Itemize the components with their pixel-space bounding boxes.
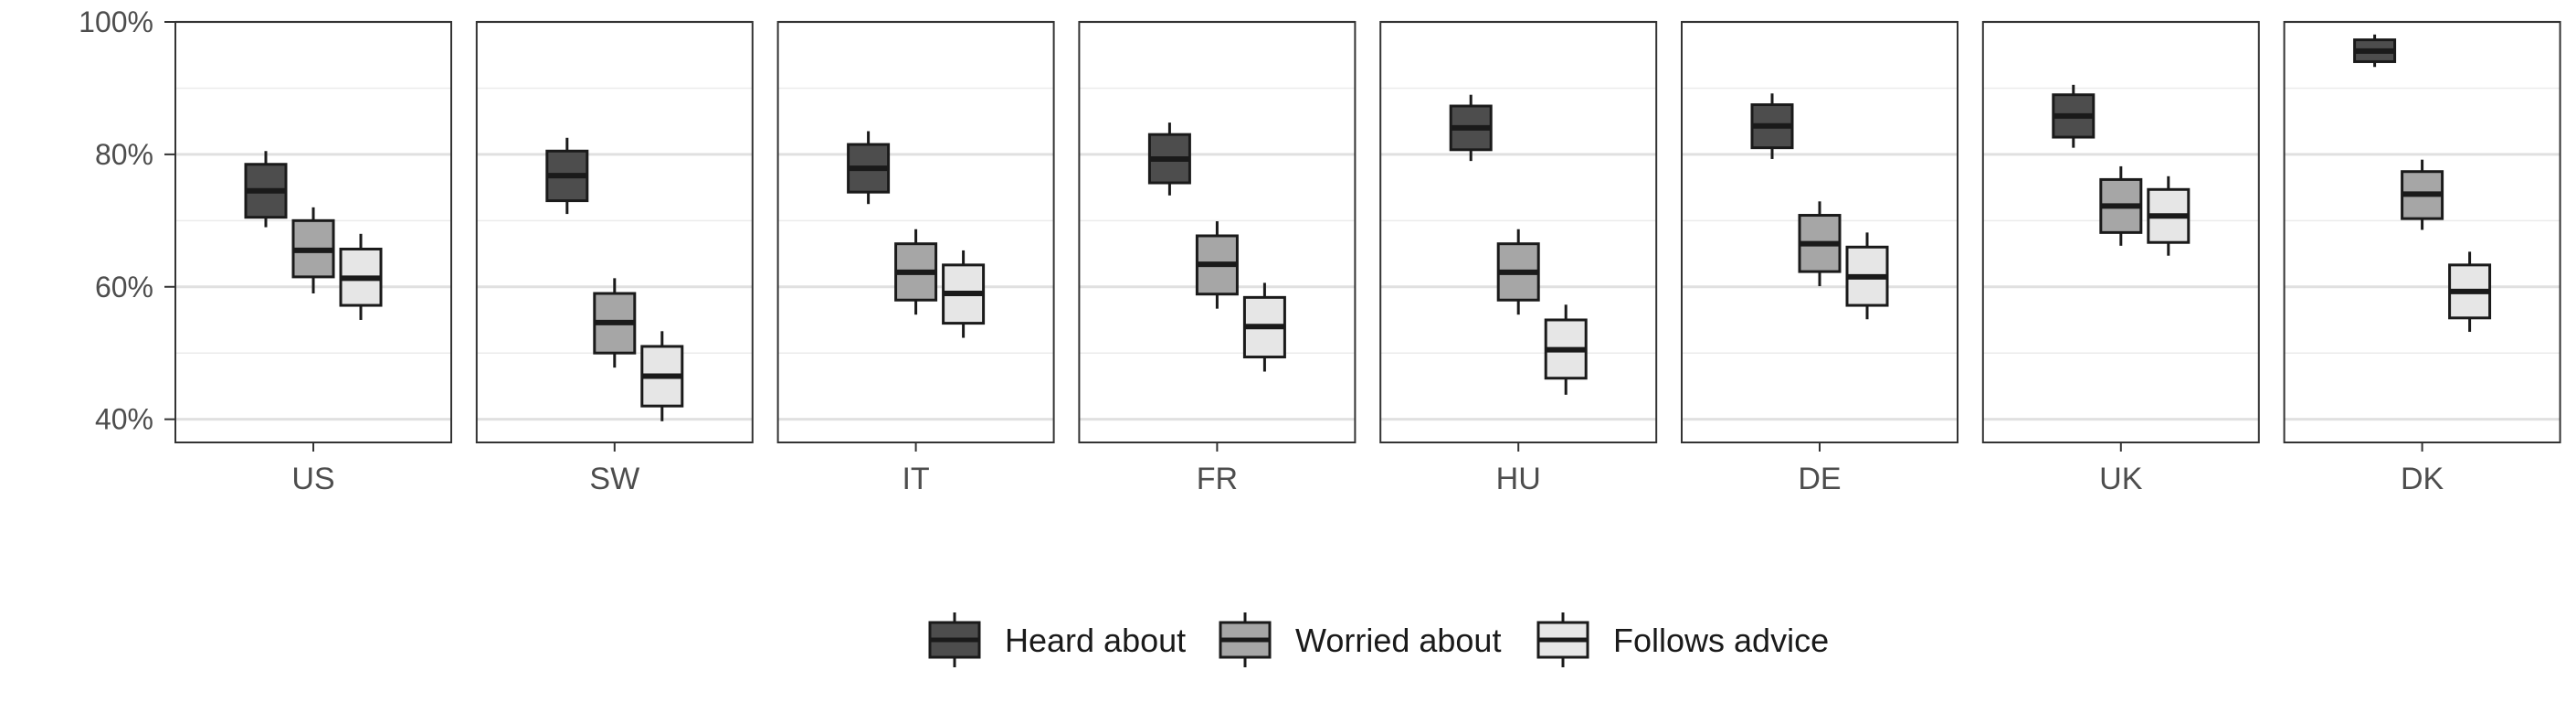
box-follows-advice [1242, 282, 1286, 372]
y-axis: 40% 60% 80% 100% [79, 5, 175, 436]
legend-swatch [1219, 612, 1272, 667]
box-worried-about [2099, 165, 2143, 246]
legend-item-follows-advice: Follows advice [1536, 612, 1829, 667]
facet-label: UK [2099, 462, 2143, 496]
box-worried-about [1195, 221, 1239, 309]
facet-label: DE [1798, 462, 1841, 496]
panel-border [2283, 21, 2561, 443]
legend-swatch [1536, 612, 1589, 667]
box-worried-about [1798, 201, 1842, 287]
facet-label: DK [2401, 462, 2444, 496]
box-heard-about [1147, 122, 1191, 196]
box-worried-about [593, 278, 637, 368]
legend-label: Follows advice [1613, 622, 1829, 659]
legend-item-worried-about: Worried about [1219, 612, 1501, 667]
legend: Heard about Worried about Follows advice [928, 612, 1829, 667]
box-follows-advice [1544, 304, 1588, 395]
facet-panels: US SW IT FR HU DE UK DK [174, 20, 2561, 496]
legend-label: Heard about [1005, 622, 1186, 659]
box-heard-about [244, 151, 288, 228]
box-heard-about [545, 137, 589, 215]
panel-border [475, 21, 754, 443]
box-follows-advice [1845, 232, 1889, 320]
facet-label: FR [1197, 462, 1238, 496]
facet-panel-sw: SW [475, 20, 754, 496]
facet-label: HU [1496, 462, 1541, 496]
box-heard-about [1449, 94, 1493, 162]
facet-panel-uk: UK [1981, 20, 2260, 496]
legend-swatch [928, 612, 981, 667]
box-worried-about [291, 207, 335, 294]
facet-panel-dk: DK [2283, 20, 2561, 496]
box-worried-about [894, 229, 938, 315]
legend-label: Worried about [1295, 622, 1501, 659]
y-tick-label: 60% [95, 271, 153, 303]
facet-panel-de: DE [1681, 20, 1958, 496]
box-worried-about [1496, 229, 1540, 315]
box-heard-about [847, 131, 891, 205]
box-heard-about [2353, 34, 2397, 68]
facet-panel-fr: FR [1078, 20, 1357, 496]
facet-label: IT [902, 462, 929, 496]
box-worried-about [2401, 159, 2444, 230]
facet-label: US [291, 462, 334, 496]
box-heard-about [1750, 93, 1794, 159]
box-follows-advice [2448, 251, 2492, 333]
legend-item-heard-about: Heard about [928, 612, 1186, 667]
y-tick-label: 100% [79, 5, 153, 38]
box-follows-advice [2147, 176, 2191, 256]
box-heard-about [2052, 84, 2096, 148]
facet-panel-hu: HU [1379, 20, 1658, 496]
box-follows-advice [942, 250, 986, 338]
facet-label: SW [589, 462, 639, 496]
y-tick-label: 40% [95, 403, 153, 436]
box-follows-advice [640, 331, 684, 421]
facet-panel-us: US [174, 20, 452, 496]
facet-panel-it: IT [776, 20, 1055, 496]
y-tick-label: 80% [95, 138, 153, 171]
box-follows-advice [339, 233, 383, 320]
